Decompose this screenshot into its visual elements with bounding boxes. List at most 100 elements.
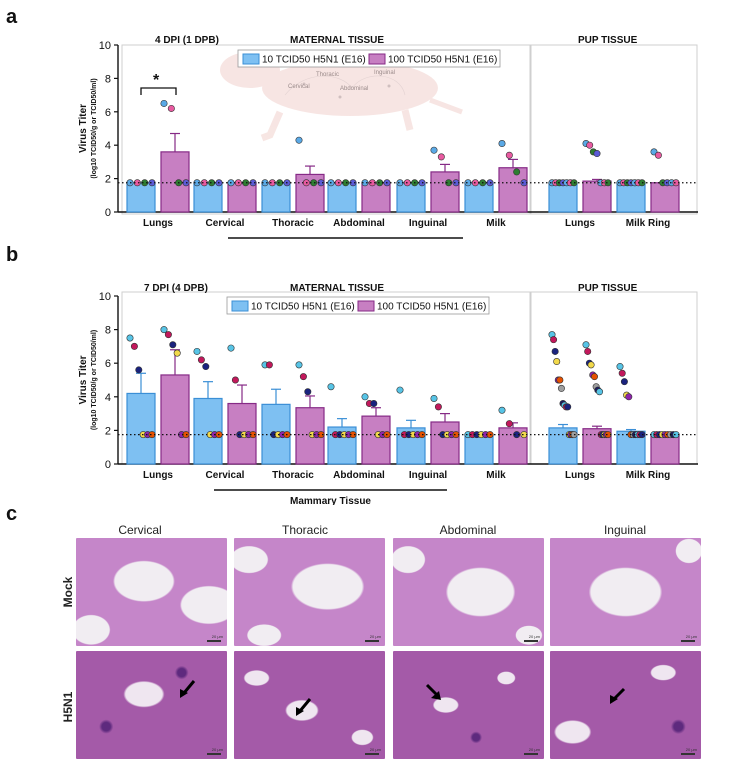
pup-frame (530, 44, 698, 215)
maternal-label-a: MATERNAL TISSUE (290, 35, 384, 46)
data-point (193, 347, 201, 355)
significance-star: * (153, 72, 160, 89)
legend-swatch-low (242, 53, 260, 65)
mouse-illustration (220, 52, 463, 142)
bar (582, 180, 612, 213)
data-point (268, 179, 276, 187)
data-point (169, 341, 177, 349)
histology-image-h5n1-abdominal: 20 μm (393, 651, 544, 759)
histology-image-h5n1-inguinal: 20 μm (550, 651, 701, 759)
histology-col-title-cervical: Cervical (118, 523, 162, 537)
y-tick-label: 6 (105, 107, 111, 119)
data-point (596, 388, 604, 396)
x-tick-label: Milk (486, 218, 506, 229)
data-point (304, 388, 312, 396)
data-point (618, 369, 626, 377)
timepoint-label-b: 7 DPI (4 DPB) (144, 283, 208, 294)
data-point (564, 403, 572, 411)
illustration-label-inguinal: Inguinal (374, 70, 395, 76)
arrow-icon (425, 683, 441, 700)
bar (327, 182, 357, 213)
data-point (361, 393, 369, 401)
y-axis-label: Virus Titer (78, 104, 89, 153)
x-tick-label: Thoracic (272, 470, 314, 481)
plot-area-b: 0 2 4 6 8 10 Virus Titer (log10 TCID50/g or TCI… (78, 291, 698, 505)
illustration-label-thoracic: Thoracic (316, 72, 339, 78)
bar (650, 182, 680, 213)
data-point (197, 356, 205, 364)
scale-bar (207, 640, 221, 642)
data-point (276, 179, 284, 187)
data-point (557, 384, 565, 392)
data-point (498, 406, 506, 414)
bar (261, 182, 291, 213)
histology-image-mock-inguinal: 20 μm (550, 538, 701, 646)
bar (464, 182, 494, 213)
data-point (295, 136, 303, 144)
panel-letter-a: a (6, 6, 18, 28)
data-point (160, 326, 168, 334)
x-tick-label: Abdominal (333, 470, 385, 481)
x-tick-label: Lungs (143, 470, 173, 481)
legend-swatch-high (357, 300, 375, 312)
data-point (654, 151, 662, 159)
scale-bar-label: 20 μm (528, 747, 540, 752)
legend-label-high: 100 TCID50 H5N1 (E16) (377, 302, 486, 313)
y-axis-sublabel: (log10 TCID50/g or TCID50/ml) (91, 78, 98, 178)
panel-letter-c: c (6, 503, 18, 525)
y-tick-label: 2 (105, 425, 111, 437)
x-tick-label: Abdominal (333, 218, 385, 229)
x-tick-label: Cervical (206, 218, 245, 229)
x-tick-label: Thoracic (272, 218, 314, 229)
data-point (505, 420, 513, 428)
data-point (498, 140, 506, 148)
data-point (505, 151, 513, 159)
data-point (590, 373, 598, 381)
data-point (231, 376, 239, 384)
data-point (208, 179, 216, 187)
histology-col-title-thoracic: Thoracic (281, 523, 328, 537)
histology-image-h5n1-cervical: 20 μm (76, 651, 227, 759)
bar (396, 182, 426, 213)
y-tick-label: 10 (99, 40, 111, 52)
y-tick-label: 6 (105, 358, 111, 370)
plot-area-a: 0 2 4 6 8 10 Virus Titer (log10 TCID50/g or TCI… (78, 40, 698, 239)
data-point (227, 344, 235, 352)
scale-bar-label: 20 μm (369, 747, 381, 752)
data-point (584, 347, 592, 355)
y-tick-label: 4 (105, 392, 111, 404)
x-tick-label: Milk Ring (626, 470, 670, 481)
data-point (376, 179, 384, 187)
data-point (299, 373, 307, 381)
x-tick-label: Milk Ring (626, 218, 670, 229)
x-tick-label: Inguinal (409, 218, 448, 229)
data-point (249, 179, 257, 187)
x-tick-label: Lungs (143, 218, 173, 229)
scale-bar-label: 20 μm (685, 747, 697, 752)
histology-image-mock-cervical: 20 μm (76, 538, 227, 646)
bar (126, 182, 156, 213)
histology-row-title-mock: Mock (61, 576, 75, 608)
data-point (550, 336, 558, 344)
scale-bar (681, 753, 695, 755)
y-tick-label: 0 (105, 459, 111, 471)
x-tick-label: Cervical (206, 470, 245, 481)
illustration-label-cervical: Cervical (288, 84, 310, 90)
data-point (556, 376, 564, 384)
data-point (164, 331, 172, 339)
data-point (370, 400, 378, 408)
data-point (349, 431, 357, 439)
arrow-icon (296, 698, 312, 716)
histology-image-mock-thoracic: 20 μm (234, 538, 385, 646)
y-tick-label: 4 (105, 140, 111, 152)
legend-label-low: 10 TCID50 H5N1 (E16) (262, 55, 366, 66)
data-point (202, 363, 210, 371)
data-point (317, 431, 325, 439)
x-tick-label: Inguinal (409, 470, 448, 481)
scale-bar (207, 753, 221, 755)
histology-image-h5n1-thoracic: 20 μm (234, 651, 385, 759)
panel-letter-b: b (6, 244, 19, 266)
data-point (551, 347, 559, 355)
data-point (625, 393, 633, 401)
data-point (430, 146, 438, 154)
